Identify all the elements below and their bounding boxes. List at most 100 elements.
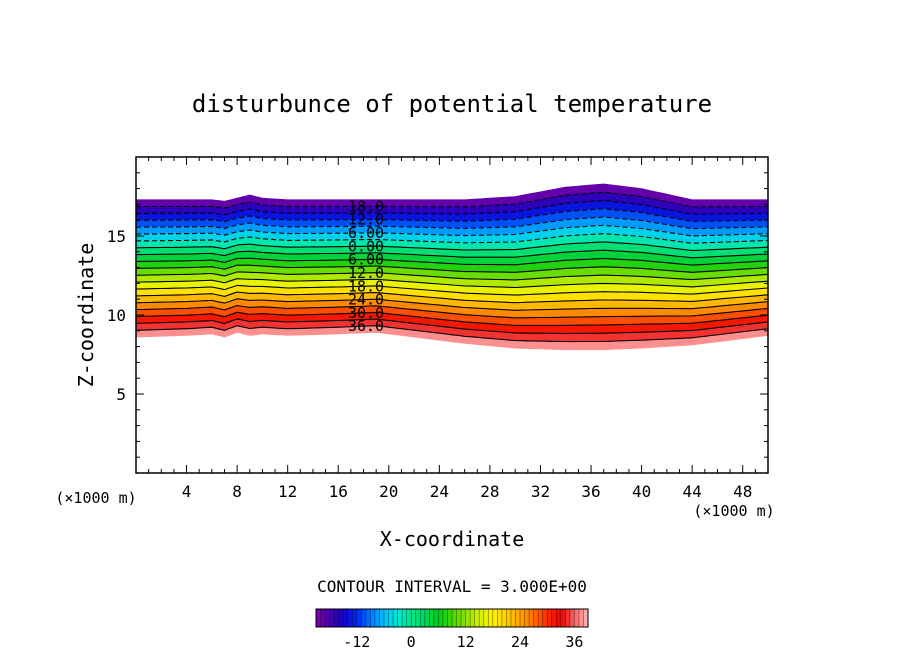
y-tick-label: 10 — [107, 306, 126, 325]
contour-label: 0.00 — [348, 237, 384, 255]
colorbar-cell — [529, 609, 534, 627]
colorbar-cell — [429, 609, 435, 627]
colorbar-cell — [479, 609, 485, 627]
colorbar-cell — [442, 609, 448, 627]
colorbar-cell — [420, 609, 426, 627]
colorbar-cell — [370, 609, 376, 627]
colorbar-cell — [501, 609, 507, 627]
colorbar-cell — [506, 609, 512, 627]
colorbar-cell — [583, 609, 589, 627]
contour-label: 12.0 — [348, 264, 384, 282]
colorbar-tick-label: 0 — [407, 633, 416, 651]
colorbar-cell — [374, 609, 380, 627]
x-tick-label: 4 — [182, 482, 192, 501]
colorbar-cell — [406, 609, 412, 627]
colorbar-cell — [578, 609, 584, 627]
colorbar-cell — [316, 609, 321, 627]
colorbar-cell — [415, 609, 421, 627]
colorbar-frame — [315, 608, 589, 628]
colorbar-cell — [520, 609, 525, 627]
colorbar-cell — [524, 609, 530, 627]
x-tick-label: 32 — [531, 482, 550, 501]
colorbar — [315, 608, 589, 628]
colorbar-cell — [325, 609, 330, 627]
x-tick-label: 8 — [232, 482, 242, 501]
chart-title: disturbunce of potential temperature — [192, 90, 712, 118]
colorbar-cell — [574, 609, 580, 627]
contour-line — [136, 325, 768, 343]
colorbar-cell — [474, 609, 480, 627]
contour-line — [136, 264, 768, 273]
colorbar-cell — [356, 609, 362, 627]
colorbar-cell — [438, 609, 444, 627]
colorbar-cell — [515, 609, 521, 627]
colorbar-cell — [542, 609, 548, 627]
colorbar-cell — [338, 609, 344, 627]
colorbar-cell — [329, 609, 335, 627]
x-unit-right: (×1000 m) — [693, 502, 774, 520]
colorbar-cell — [538, 609, 544, 627]
colorbar-cell — [447, 609, 453, 627]
contour-line — [136, 224, 768, 237]
contour-line — [136, 216, 768, 230]
colorbar-cell — [510, 609, 516, 627]
contour-line — [136, 304, 768, 319]
contour-interval-text: CONTOUR INTERVAL = 3.000E+00 — [317, 577, 587, 596]
colorbar-cell — [547, 609, 553, 627]
colorbar-cell — [402, 609, 408, 627]
contour-line — [136, 318, 768, 335]
colorbar-cell — [361, 609, 367, 627]
contour-line — [136, 257, 768, 266]
contour-line — [136, 284, 768, 296]
x-tick-label: 44 — [683, 482, 702, 501]
x-tick-label: 24 — [430, 482, 449, 501]
contour-line — [136, 241, 768, 252]
contour-line — [136, 271, 768, 281]
x-unit-left: (×1000 m) — [55, 489, 136, 507]
x-tick-label: 36 — [581, 482, 600, 501]
colorbar-tick-label: -12 — [343, 633, 370, 651]
colorbar-cell — [483, 609, 489, 627]
contour-label: 24.0 — [348, 291, 384, 309]
colorbar-cell — [488, 609, 494, 627]
contour-line — [136, 298, 768, 311]
colorbar-tick-labels: -12 0 12 24 36 — [343, 633, 583, 651]
colorbar-cell — [347, 609, 353, 627]
x-tick-label: 40 — [632, 482, 651, 501]
contour-line — [136, 278, 768, 289]
contour-label: 30.0 — [348, 304, 384, 322]
colorbar-cell — [465, 609, 471, 627]
x-tick-label: 20 — [379, 482, 398, 501]
colorbar-cell — [352, 609, 358, 627]
colorbar-cell — [497, 609, 503, 627]
y-tick-label: 5 — [116, 385, 126, 404]
x-axis-label: X-coordinate — [380, 527, 525, 551]
colorbar-cell — [393, 609, 398, 627]
colorbar-cell — [384, 609, 389, 627]
contour-label: 12.0 — [348, 211, 384, 229]
contour-line — [136, 191, 768, 209]
colorbar-cell — [334, 609, 340, 627]
colorbar-cell — [492, 609, 498, 627]
colorbar-cell — [456, 609, 462, 627]
x-tick-label: 28 — [480, 482, 499, 501]
colorbar-cell — [569, 609, 575, 627]
contour-line — [136, 291, 768, 304]
colorbar-cell — [533, 609, 539, 627]
colorbar-cell — [452, 609, 457, 627]
colorbar-cell — [397, 609, 403, 627]
contour-lines — [136, 191, 768, 343]
colorbar-cell — [379, 609, 385, 627]
contour-label: 18.0 — [348, 197, 384, 215]
colorbar-cell — [365, 609, 371, 627]
colorbar-cell — [424, 609, 430, 627]
y-axis-label: Z-coordinate — [74, 243, 98, 388]
colorbar-cell — [320, 609, 326, 627]
contour-line — [136, 233, 768, 244]
contour-line — [136, 208, 768, 223]
colorbar-cell — [565, 609, 571, 627]
colorbar-cell — [411, 609, 417, 627]
colorbar-tick-label: 12 — [457, 633, 475, 651]
